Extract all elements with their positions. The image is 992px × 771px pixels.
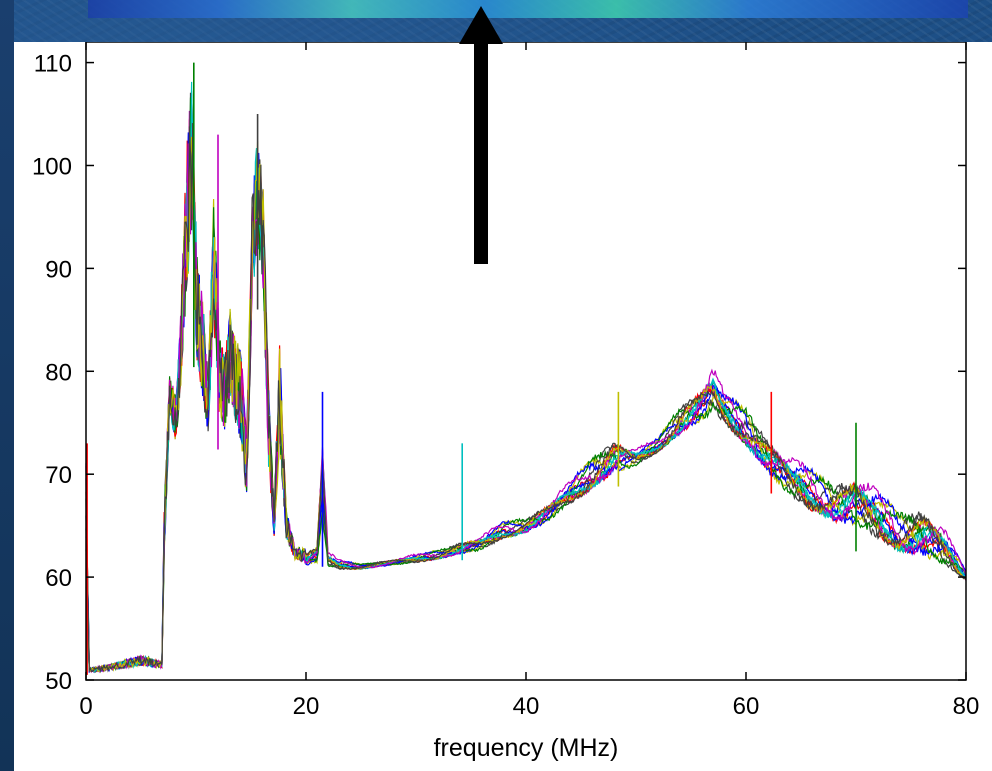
ticks-layer: 0 20 40 60 80 50 60 70 80 90 100 110 bbox=[32, 42, 979, 720]
y-tick-label: 110 bbox=[34, 51, 72, 78]
x-tick-label: 0 bbox=[79, 693, 92, 720]
spectrum-trace bbox=[85, 122, 967, 674]
spectrogram-strip bbox=[88, 0, 968, 18]
spectrum-trace bbox=[85, 136, 967, 673]
x-axis-label: frequency (MHz) bbox=[434, 734, 619, 762]
x-tick-label: 60 bbox=[733, 693, 760, 720]
spectrum-trace bbox=[85, 92, 967, 674]
y-tick-label: 50 bbox=[45, 668, 72, 695]
figure-panel: 0 20 40 60 80 50 60 70 80 90 100 110 frequency (MHz… bbox=[14, 42, 992, 771]
y-tick-label: 70 bbox=[45, 462, 72, 489]
x-tick-label: 20 bbox=[293, 693, 320, 720]
series-layer bbox=[85, 62, 967, 675]
y-tick-label: 100 bbox=[32, 153, 72, 180]
x-tick-label: 40 bbox=[513, 693, 540, 720]
y-tick-label: 80 bbox=[45, 359, 72, 386]
y-tick-label: 90 bbox=[45, 256, 72, 283]
x-tick-label: 80 bbox=[953, 693, 980, 720]
slide-left-strip bbox=[0, 0, 14, 771]
spectrum-chart: 0 20 40 60 80 50 60 70 80 90 100 110 frequency (MHz… bbox=[32, 42, 979, 762]
y-tick-label: 60 bbox=[45, 565, 72, 592]
